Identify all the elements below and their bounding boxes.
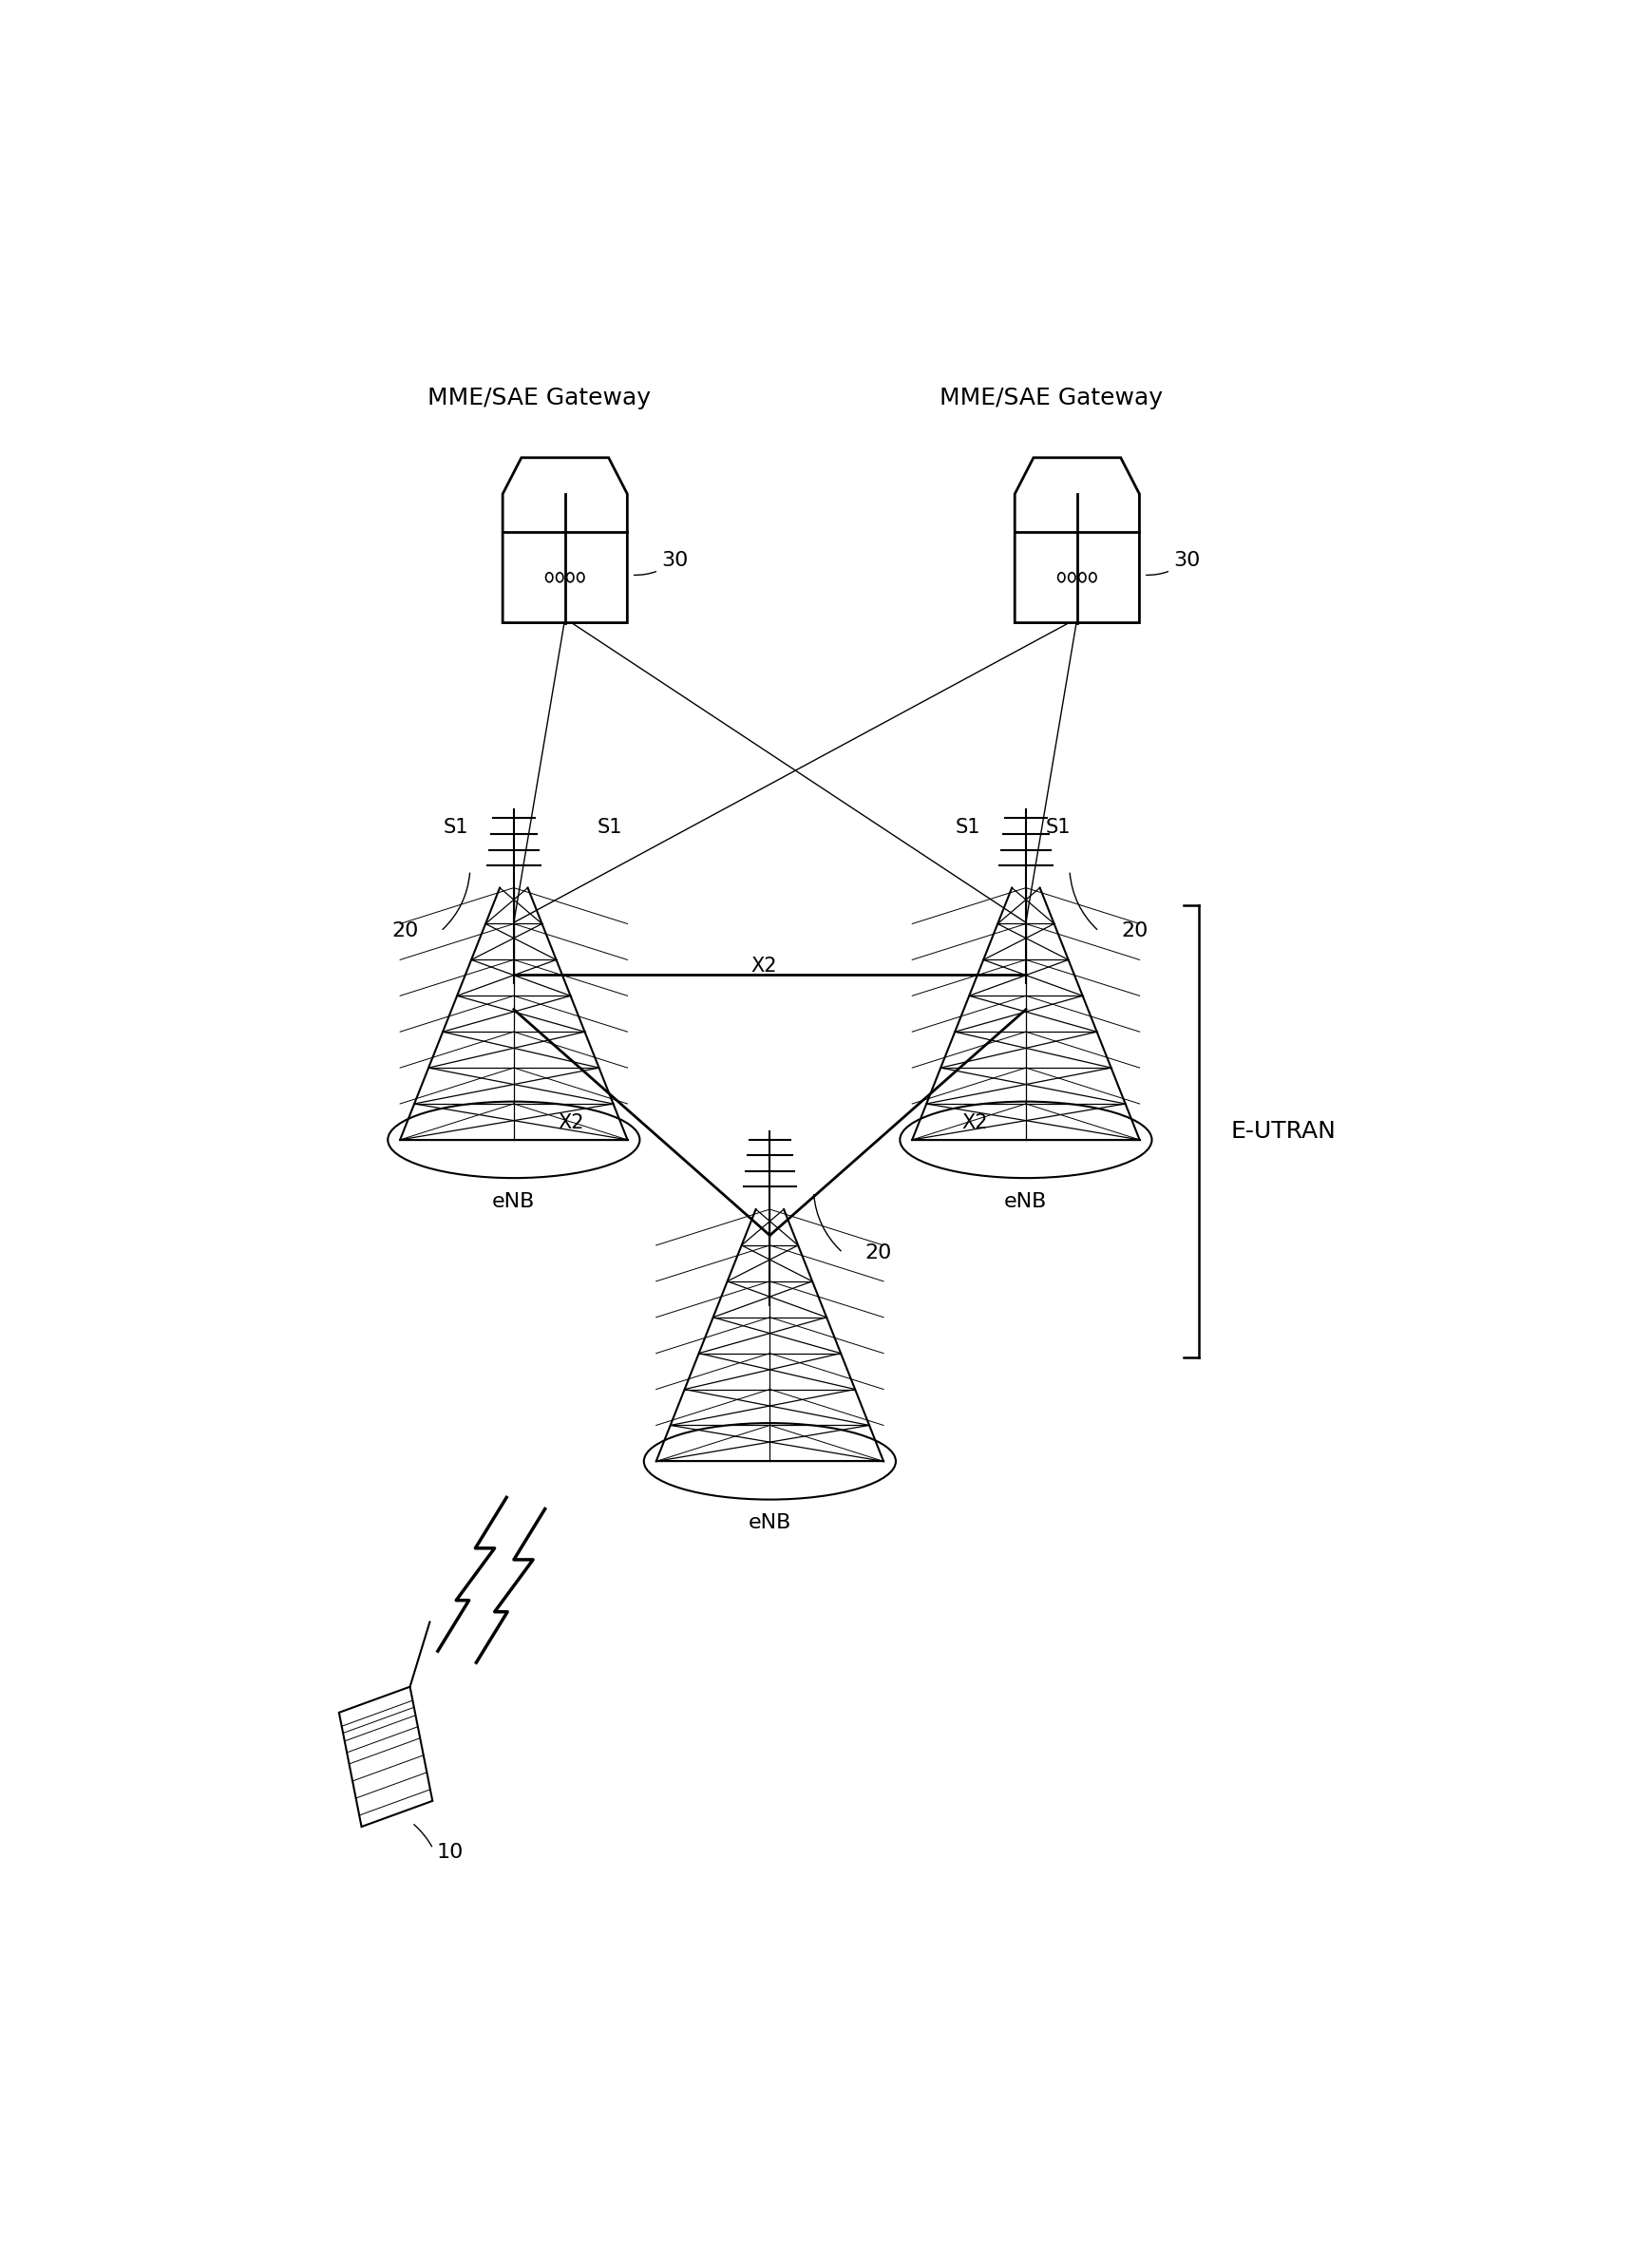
Text: S1: S1	[444, 817, 469, 837]
Polygon shape	[339, 1686, 433, 1826]
Text: eNB: eNB	[492, 1192, 535, 1212]
Text: X2: X2	[558, 1113, 585, 1133]
Text: 20: 20	[866, 1244, 892, 1262]
Text: X2: X2	[961, 1113, 988, 1133]
Text: MME/SAE Gateway: MME/SAE Gateway	[428, 386, 651, 411]
Text: S1: S1	[598, 817, 623, 837]
Text: eNB: eNB	[1004, 1192, 1047, 1212]
Text: eNB: eNB	[748, 1514, 791, 1533]
Text: 30: 30	[634, 551, 687, 576]
Text: E-UTRAN: E-UTRAN	[1231, 1119, 1336, 1142]
Text: S1: S1	[1046, 817, 1070, 837]
Polygon shape	[1014, 458, 1140, 623]
Text: 20: 20	[392, 921, 418, 941]
Text: 10: 10	[436, 1842, 464, 1862]
Text: S1: S1	[957, 817, 981, 837]
Text: MME/SAE Gateway: MME/SAE Gateway	[940, 386, 1163, 411]
Text: X2: X2	[750, 957, 776, 975]
Text: 30: 30	[1146, 551, 1199, 576]
Polygon shape	[502, 458, 628, 623]
Text: 20: 20	[1122, 921, 1148, 941]
